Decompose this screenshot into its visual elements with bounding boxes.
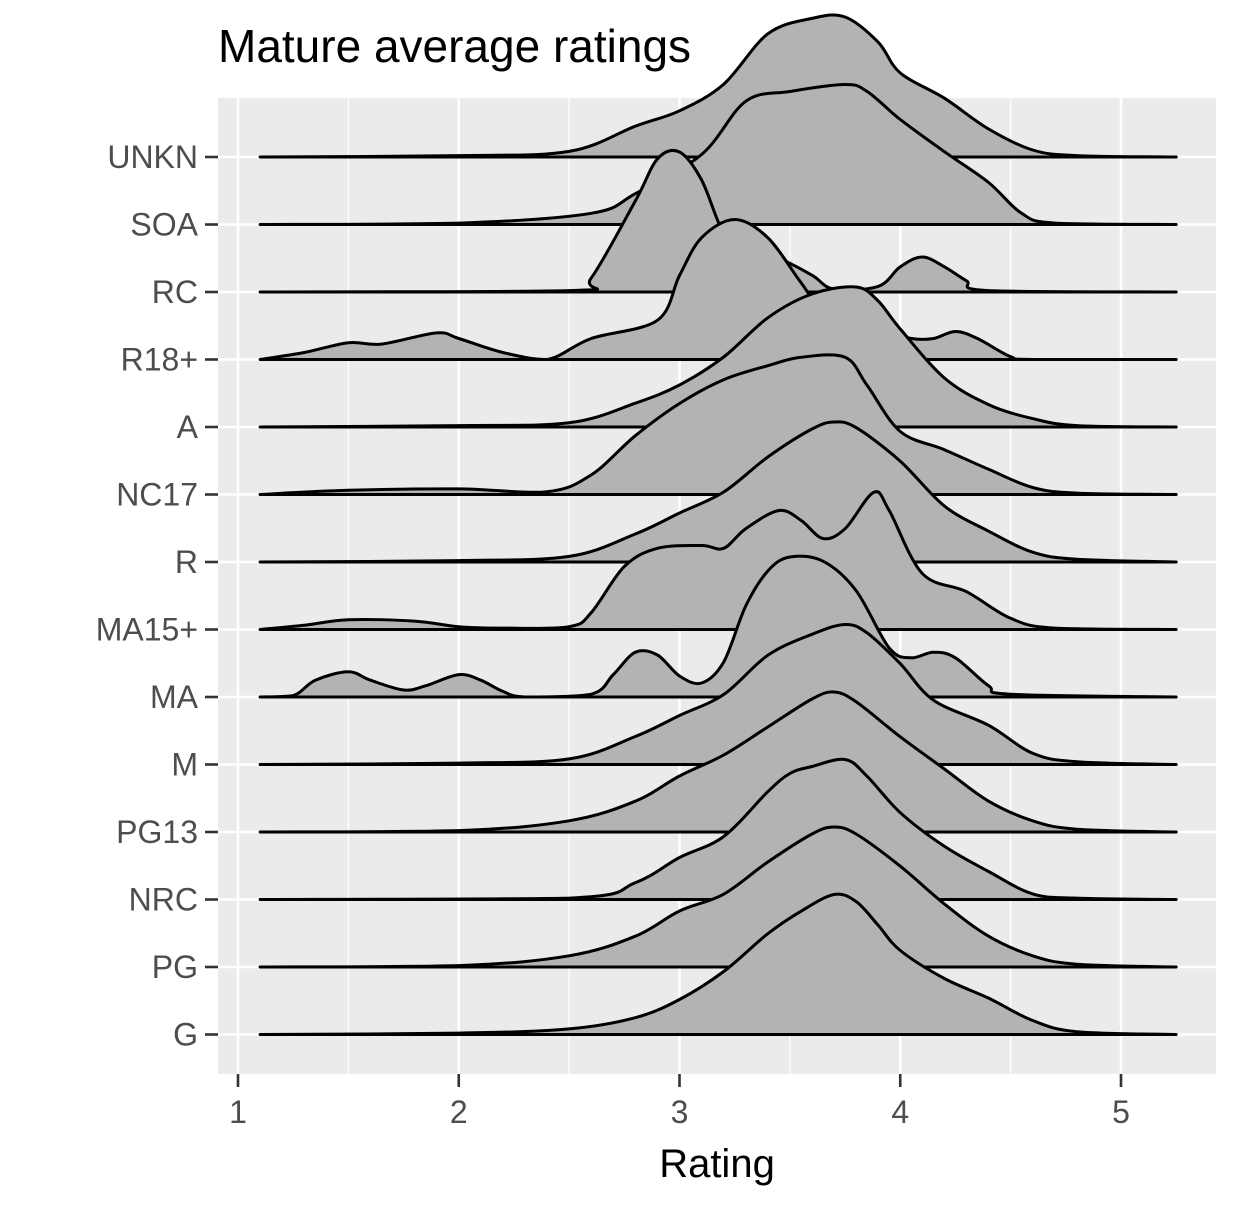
- y-tick-label: PG: [152, 949, 198, 985]
- ridge-r18-plus: [258, 218, 1178, 362]
- y-tick-label: R: [175, 544, 198, 580]
- x-tick-label: 1: [229, 1094, 247, 1130]
- ridges: [258, 13, 1178, 1036]
- x-axis: 1 2 3 4 5: [229, 1074, 1130, 1130]
- y-tick-label: MA: [150, 679, 199, 715]
- y-tick-label: M: [171, 747, 198, 783]
- ridge-a: [258, 285, 1178, 429]
- x-tick-label: 3: [671, 1094, 689, 1130]
- y-tick-label: NRC: [129, 882, 198, 918]
- ridge-nrc: [258, 757, 1178, 901]
- ridge-g: [258, 892, 1178, 1036]
- ridge-ma15-plus: [258, 490, 1178, 631]
- ridge-unkn: [258, 13, 1178, 159]
- ridge-pg: [258, 825, 1178, 969]
- y-tick-label: NC17: [116, 477, 198, 513]
- x-tick-label: 4: [891, 1094, 909, 1130]
- x-axis-title: Rating: [659, 1142, 775, 1186]
- y-axis: G PG NRC PG13 M MA MA15+ R NC17 A R18+ RC SOA UNKN: [96, 139, 218, 1053]
- ridge-m: [258, 622, 1178, 766]
- y-tick-label: PG13: [116, 814, 198, 850]
- y-tick-label: G: [173, 1017, 198, 1053]
- x-tick-label: 2: [450, 1094, 468, 1130]
- y-tick-label: UNKN: [107, 139, 198, 175]
- y-tick-label: MA15+: [96, 612, 198, 648]
- ridge-nc17: [258, 353, 1178, 496]
- x-tick-label: 5: [1112, 1094, 1130, 1130]
- y-tick-label: SOA: [130, 207, 198, 243]
- y-tick-label: A: [177, 409, 199, 445]
- y-tick-label: R18+: [121, 342, 198, 378]
- ridge-pg13: [258, 690, 1178, 834]
- chart-title: Mature average ratings: [218, 20, 691, 72]
- ridge-soa: [258, 83, 1178, 226]
- ridge-r: [258, 420, 1178, 564]
- ridge-ma: [258, 554, 1178, 699]
- y-tick-label: RC: [152, 274, 198, 310]
